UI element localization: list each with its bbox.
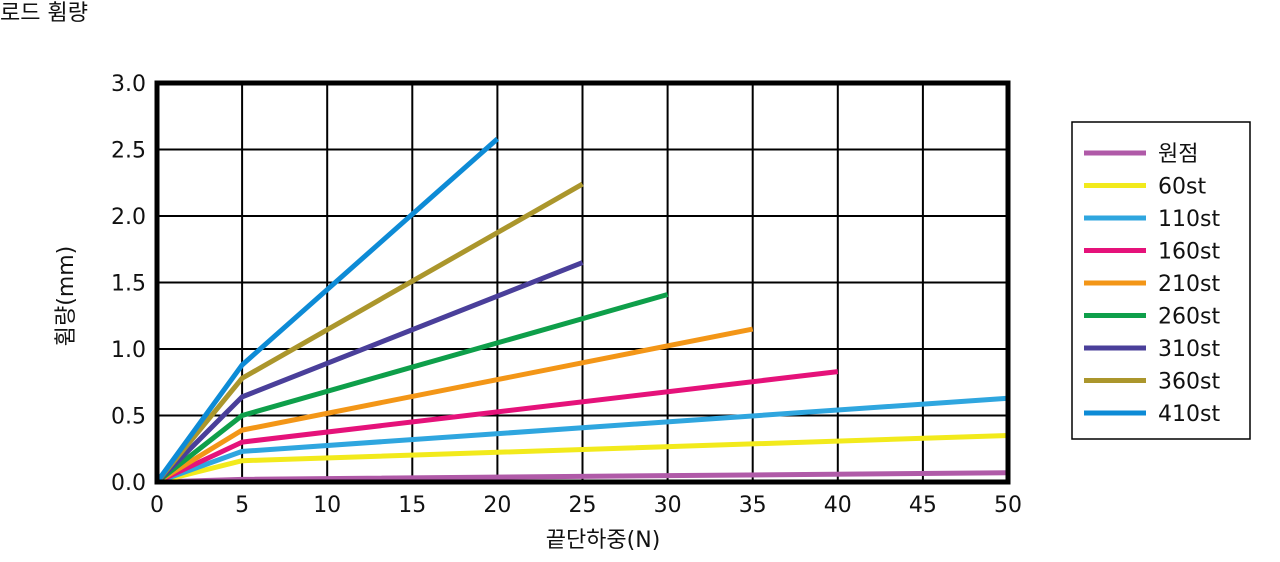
legend-label: 원점	[1158, 142, 1198, 167]
legend: 원점 60st 110st 160st 210st 260st 310st 360st 410s…	[1071, 121, 1251, 440]
y-tick-label: 2.0	[111, 205, 146, 230]
x-axis-title: 끝단하중(N)	[546, 528, 661, 553]
legend-label: 410st	[1158, 402, 1220, 427]
x-tick-label: 50	[994, 493, 1022, 518]
y-tick-label: 0.0	[111, 471, 146, 496]
series-line-160st	[155, 369, 839, 485]
series-line-360st	[155, 181, 584, 484]
series-line-310st	[155, 260, 584, 484]
series-line-210st	[155, 326, 754, 485]
y-tick-label: 1.0	[111, 338, 146, 363]
x-tick-label: 35	[739, 493, 767, 518]
legend-label: 260st	[1158, 305, 1220, 330]
y-axis-title: 휨량(mm)	[54, 246, 79, 347]
plot-frame	[154, 80, 1011, 485]
y-tick-label: 1.5	[111, 272, 146, 297]
series-line-410st	[154, 136, 500, 484]
x-tick-label: 45	[909, 493, 937, 518]
legend-label: 210st	[1158, 272, 1220, 297]
page-title: 로드 휨량	[0, 1, 88, 26]
legend-label: 360st	[1158, 370, 1220, 395]
x-tick-label: 25	[569, 493, 597, 518]
legend-label: 60st	[1158, 175, 1206, 200]
y-tick-label: 3.0	[111, 72, 146, 97]
x-tick-label: 0	[150, 493, 164, 518]
x-tick-labels: 0 5 10 15 20 25 30 35 40 45 50	[150, 493, 1022, 518]
series-lines	[154, 136, 1009, 485]
x-tick-label: 30	[654, 493, 682, 518]
y-tick-labels: 0.0 0.5 1.0 1.5 2.0 2.5 3.0	[111, 72, 146, 496]
series-line-110st	[156, 395, 1009, 485]
legend-items: 원점 60st 110st 160st 210st 260st 310st 360st 410s…	[1084, 142, 1220, 427]
series-line-260st	[155, 292, 669, 484]
y-tick-label: 0.5	[111, 405, 146, 430]
x-tick-label: 20	[483, 493, 511, 518]
legend-label: 160st	[1158, 240, 1220, 265]
x-tick-label: 40	[824, 493, 852, 518]
series-line-60st	[156, 432, 1009, 485]
legend-label: 310st	[1158, 337, 1220, 362]
legend-label: 110st	[1158, 207, 1220, 232]
y-tick-label: 2.5	[111, 139, 146, 164]
x-tick-label: 15	[398, 493, 426, 518]
x-tick-label: 5	[235, 493, 249, 518]
x-tick-label: 10	[313, 493, 341, 518]
